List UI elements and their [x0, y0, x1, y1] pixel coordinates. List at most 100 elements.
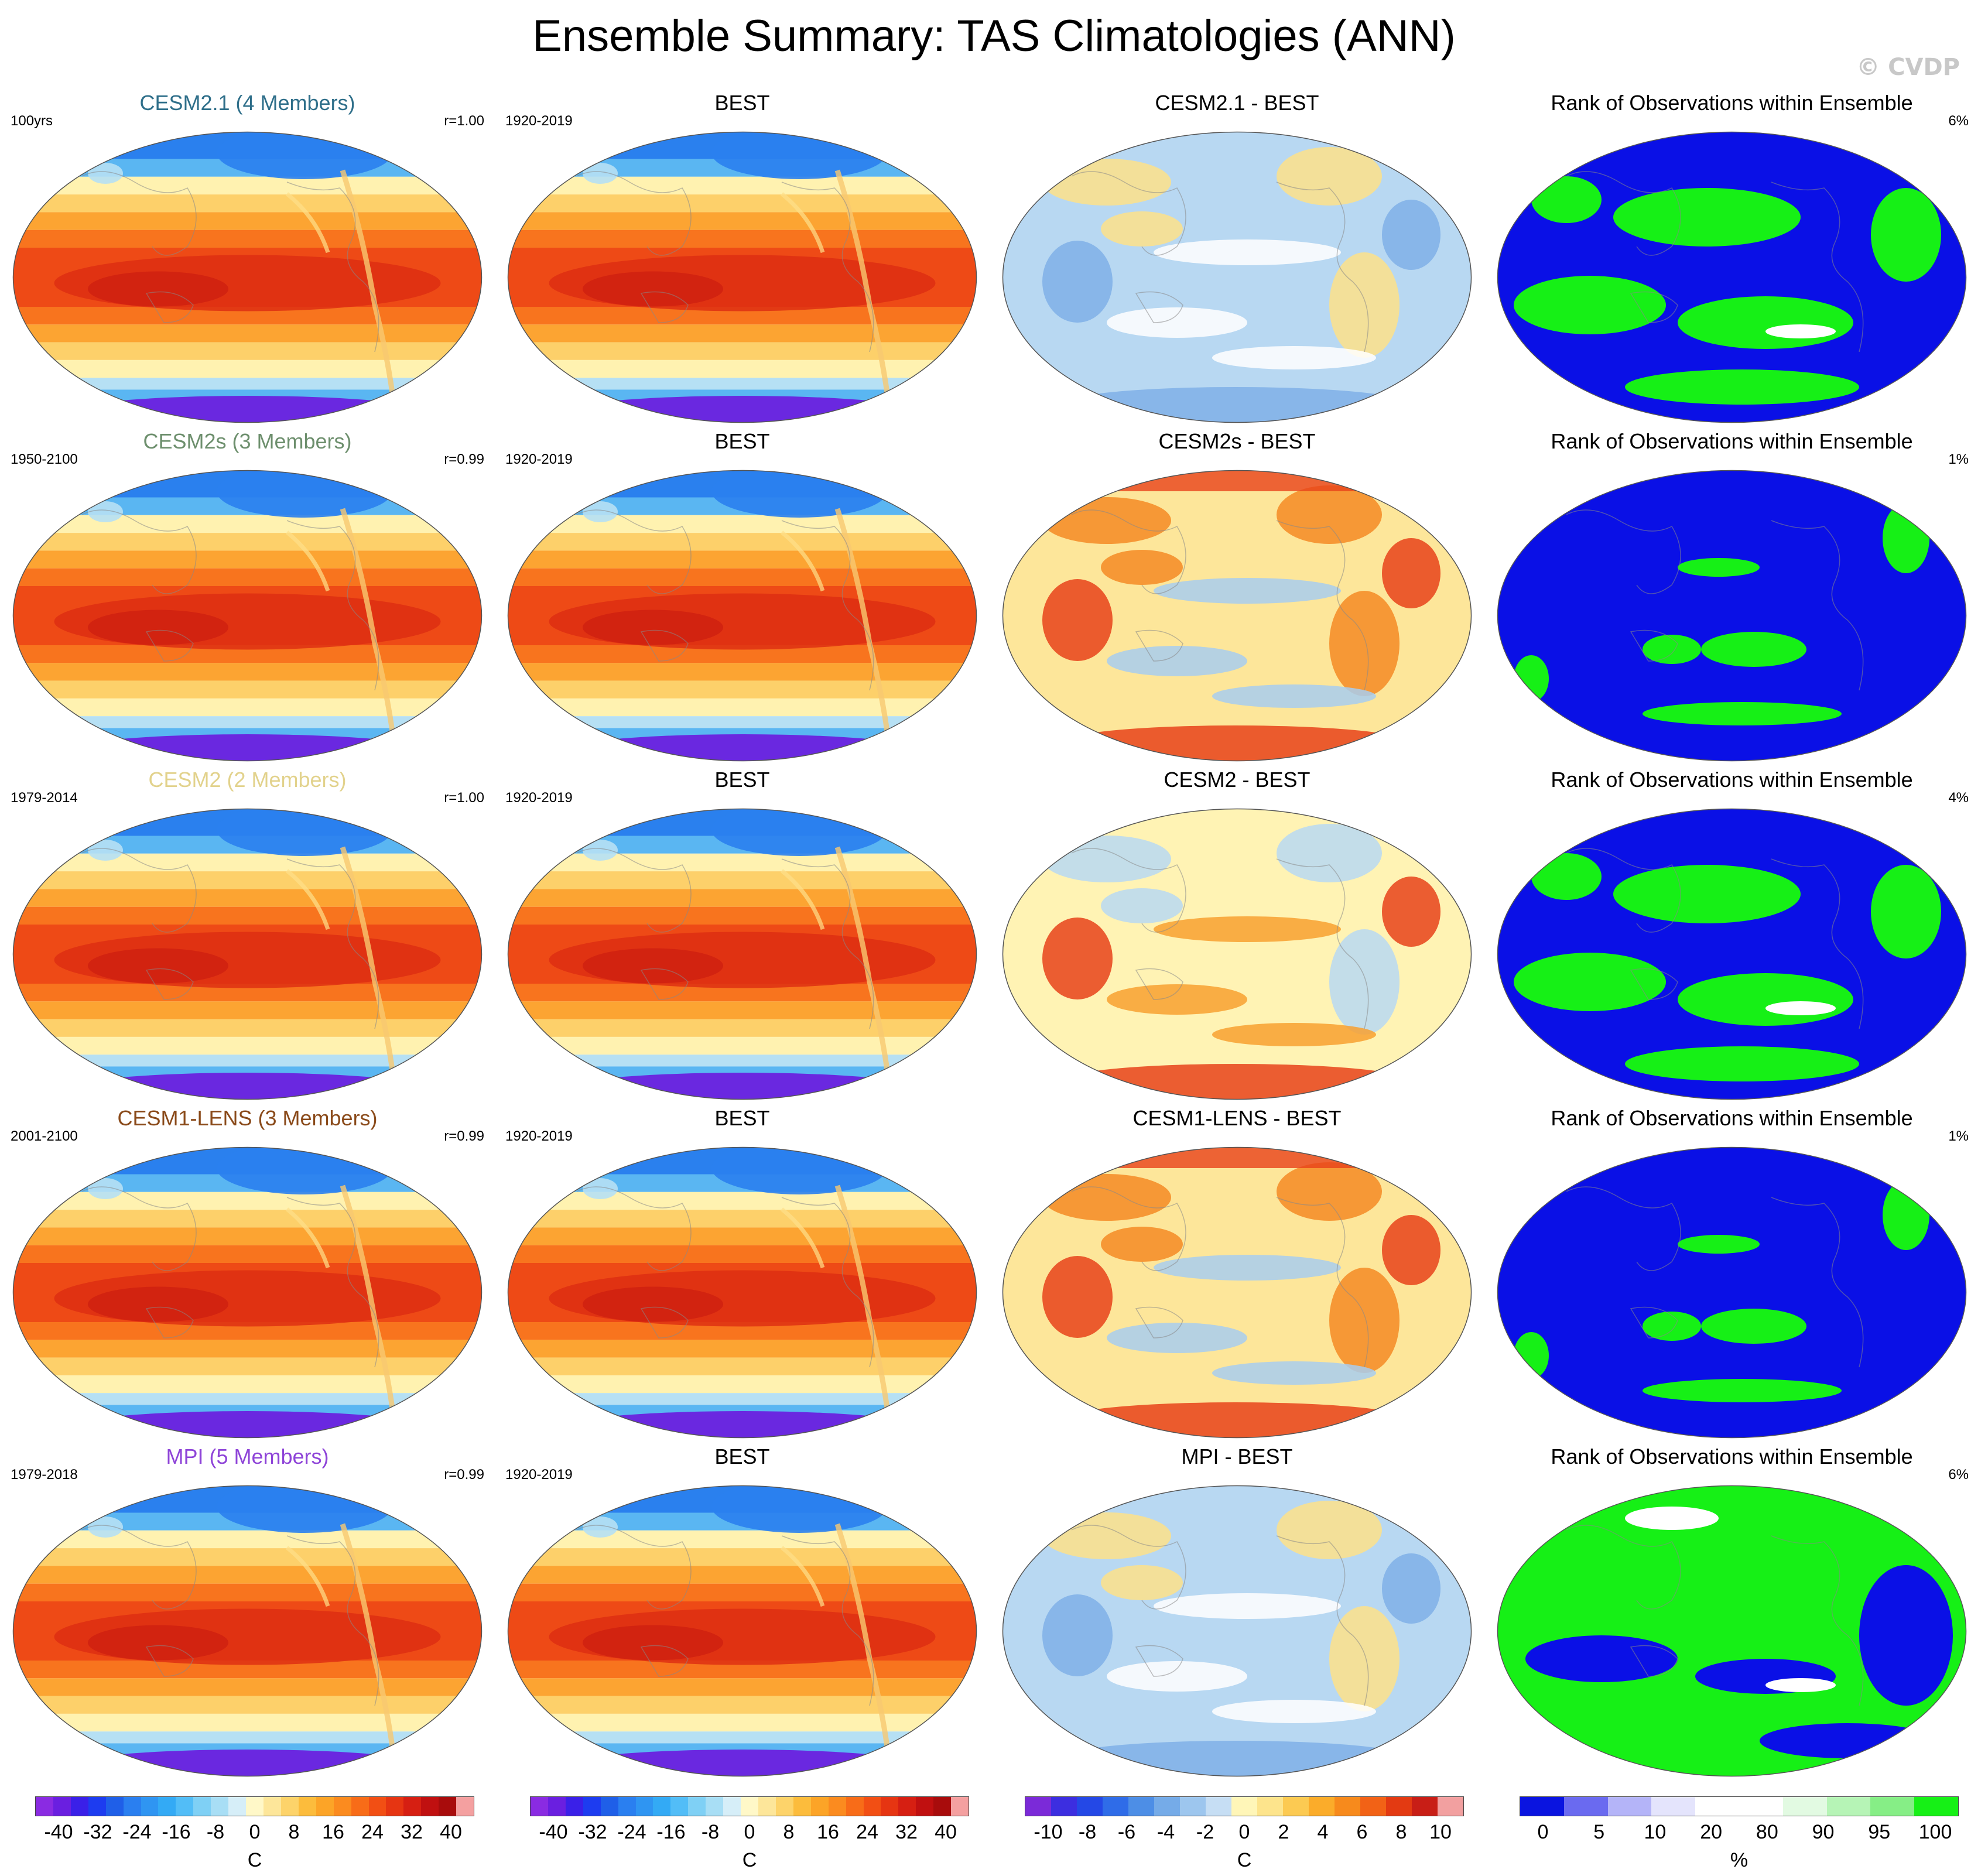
model-panel: CESM2s (3 Members) 1950-2100 r=0.99	[0, 429, 495, 769]
panel-period-label: 2001-2100	[11, 1128, 78, 1144]
colorbar-swatch	[531, 1797, 548, 1816]
colorbar-swatch	[1154, 1797, 1180, 1816]
colorbar-tick-label: 2	[1278, 1821, 1289, 1843]
colorbar-unit-label: C	[1237, 1849, 1252, 1871]
colorbar-swatch	[688, 1797, 706, 1816]
colorbar-swatch	[1438, 1797, 1463, 1816]
model-panel: CESM1-LENS (3 Members) 2001-2100 r=0.99	[0, 1106, 495, 1446]
colorbar-tick-label: 8	[288, 1821, 300, 1843]
panel-title: CESM2.1 (4 Members)	[139, 91, 355, 115]
colorbar-tick-label: 40	[440, 1821, 462, 1843]
colorbar-tick-label: 0	[744, 1821, 755, 1843]
colorbar-swatch	[1025, 1797, 1051, 1816]
colorbar-swatch	[933, 1797, 952, 1816]
colorbar-tick-label: 8	[1395, 1821, 1407, 1843]
colorbar-tick-label: 32	[895, 1821, 918, 1843]
model-map	[12, 131, 483, 423]
colorbar: -10 -8 -6 -4 -2 0 2 4 6 8 10 C	[1025, 1796, 1464, 1871]
panel-percent-label: 1%	[1948, 451, 1969, 467]
colorbar-swatch	[758, 1797, 776, 1816]
colorbar-swatch	[846, 1797, 864, 1816]
colorbar-swatch	[105, 1797, 124, 1816]
colorbar-swatch	[439, 1797, 457, 1816]
panel-period-label: 1920-2019	[505, 1128, 573, 1144]
rank-panel: Rank of Observations within Ensemble 4%	[1484, 768, 1979, 1107]
colorbar-swatch	[1360, 1797, 1386, 1816]
colorbar-swatch	[1051, 1797, 1077, 1816]
colorbar-swatches	[1520, 1796, 1959, 1816]
colorbar-tick-label: 10	[1644, 1821, 1667, 1843]
model-panel: MPI (5 Members) 1979-2018 r=0.99	[0, 1444, 495, 1784]
colorbar-tick-label: 6	[1356, 1821, 1368, 1843]
colorbar-swatch	[881, 1797, 899, 1816]
colorbar-swatch	[1309, 1797, 1335, 1816]
colorbar-swatch	[211, 1797, 229, 1816]
colorbar-tick-label: 5	[1593, 1821, 1605, 1843]
map-container	[1001, 1145, 1473, 1440]
colorbar-swatch	[1386, 1797, 1412, 1816]
panel-title: Rank of Observations within Ensemble	[1551, 1444, 1913, 1468]
colorbar-tick-label: 0	[1238, 1821, 1250, 1843]
panel-title: Rank of Observations within Ensemble	[1551, 429, 1913, 453]
panel-title: Rank of Observations within Ensemble	[1551, 1106, 1913, 1130]
colorbar-unit-label: %	[1730, 1849, 1749, 1871]
panel-correlation-label: r=0.99	[444, 451, 484, 467]
panel-percent-label: 1%	[1948, 1128, 1969, 1144]
panel-period-label: 1950-2100	[11, 451, 78, 467]
colorbar-swatch	[123, 1797, 141, 1816]
map-container	[507, 129, 978, 425]
diff-panel: CESM1-LENS - BEST	[990, 1106, 1484, 1446]
colorbar-swatch	[951, 1797, 969, 1816]
map-container	[1001, 806, 1473, 1102]
colorbar-swatch	[810, 1797, 829, 1816]
colorbar-tick-label: 4	[1317, 1821, 1329, 1843]
colorbar-swatch	[1231, 1797, 1257, 1816]
rank-panel: Rank of Observations within Ensemble 1%	[1484, 1106, 1979, 1446]
colorbar-swatch	[618, 1797, 636, 1816]
colorbar-swatch	[298, 1797, 316, 1816]
colorbar-swatch	[1782, 1797, 1827, 1816]
model-map	[12, 808, 483, 1100]
panel-title: CESM2 - BEST	[1164, 768, 1310, 792]
colorbar-swatch	[898, 1797, 916, 1816]
colorbar-swatch	[1077, 1797, 1103, 1816]
colorbar-tick-label: 90	[1812, 1821, 1835, 1843]
colorbar-swatch	[1739, 1797, 1783, 1816]
map-container	[507, 1145, 978, 1440]
colorbar-swatches	[530, 1796, 969, 1816]
map-container	[1496, 1145, 1968, 1440]
colorbar-swatch	[793, 1797, 811, 1816]
colorbar-swatch	[775, 1797, 793, 1816]
panel-period-label: 1920-2019	[505, 790, 573, 806]
obs-map	[507, 470, 977, 762]
map-container	[12, 806, 483, 1102]
colorbar-swatch	[741, 1797, 758, 1816]
colorbar-swatch	[1826, 1797, 1871, 1816]
map-container	[1001, 468, 1473, 764]
map-container	[1001, 1483, 1473, 1779]
colorbar-tick-label: 95	[1868, 1821, 1891, 1843]
panel-correlation-label: r=1.00	[444, 113, 484, 129]
colorbar-tick-label: 20	[1700, 1821, 1723, 1843]
colorbar-tick-label: -40	[44, 1821, 73, 1843]
colorbar-swatch	[548, 1797, 566, 1816]
map-container	[12, 468, 483, 764]
obs-map	[507, 1485, 977, 1777]
rank-map	[1497, 1146, 1967, 1439]
panel-period-label: 1920-2019	[505, 1467, 573, 1483]
colorbar-swatch	[1914, 1797, 1958, 1816]
colorbar-swatch	[653, 1797, 671, 1816]
colorbar-tick-label: 40	[935, 1821, 957, 1843]
colorbar-tick-label: -4	[1156, 1821, 1175, 1843]
colorbar-swatch	[863, 1797, 881, 1816]
diff-map	[1002, 808, 1472, 1100]
colorbar-swatch	[1563, 1797, 1608, 1816]
colorbar-swatch	[403, 1797, 422, 1816]
model-map	[12, 1485, 483, 1777]
obs-map	[507, 1146, 977, 1439]
rank-panel: Rank of Observations within Ensemble 6%	[1484, 91, 1979, 430]
panel-title: CESM2 (2 Members)	[148, 768, 347, 792]
colorbar-tick-label: 16	[322, 1821, 344, 1843]
map-container	[1001, 129, 1473, 425]
colorbar-unit-label: C	[247, 1849, 262, 1871]
